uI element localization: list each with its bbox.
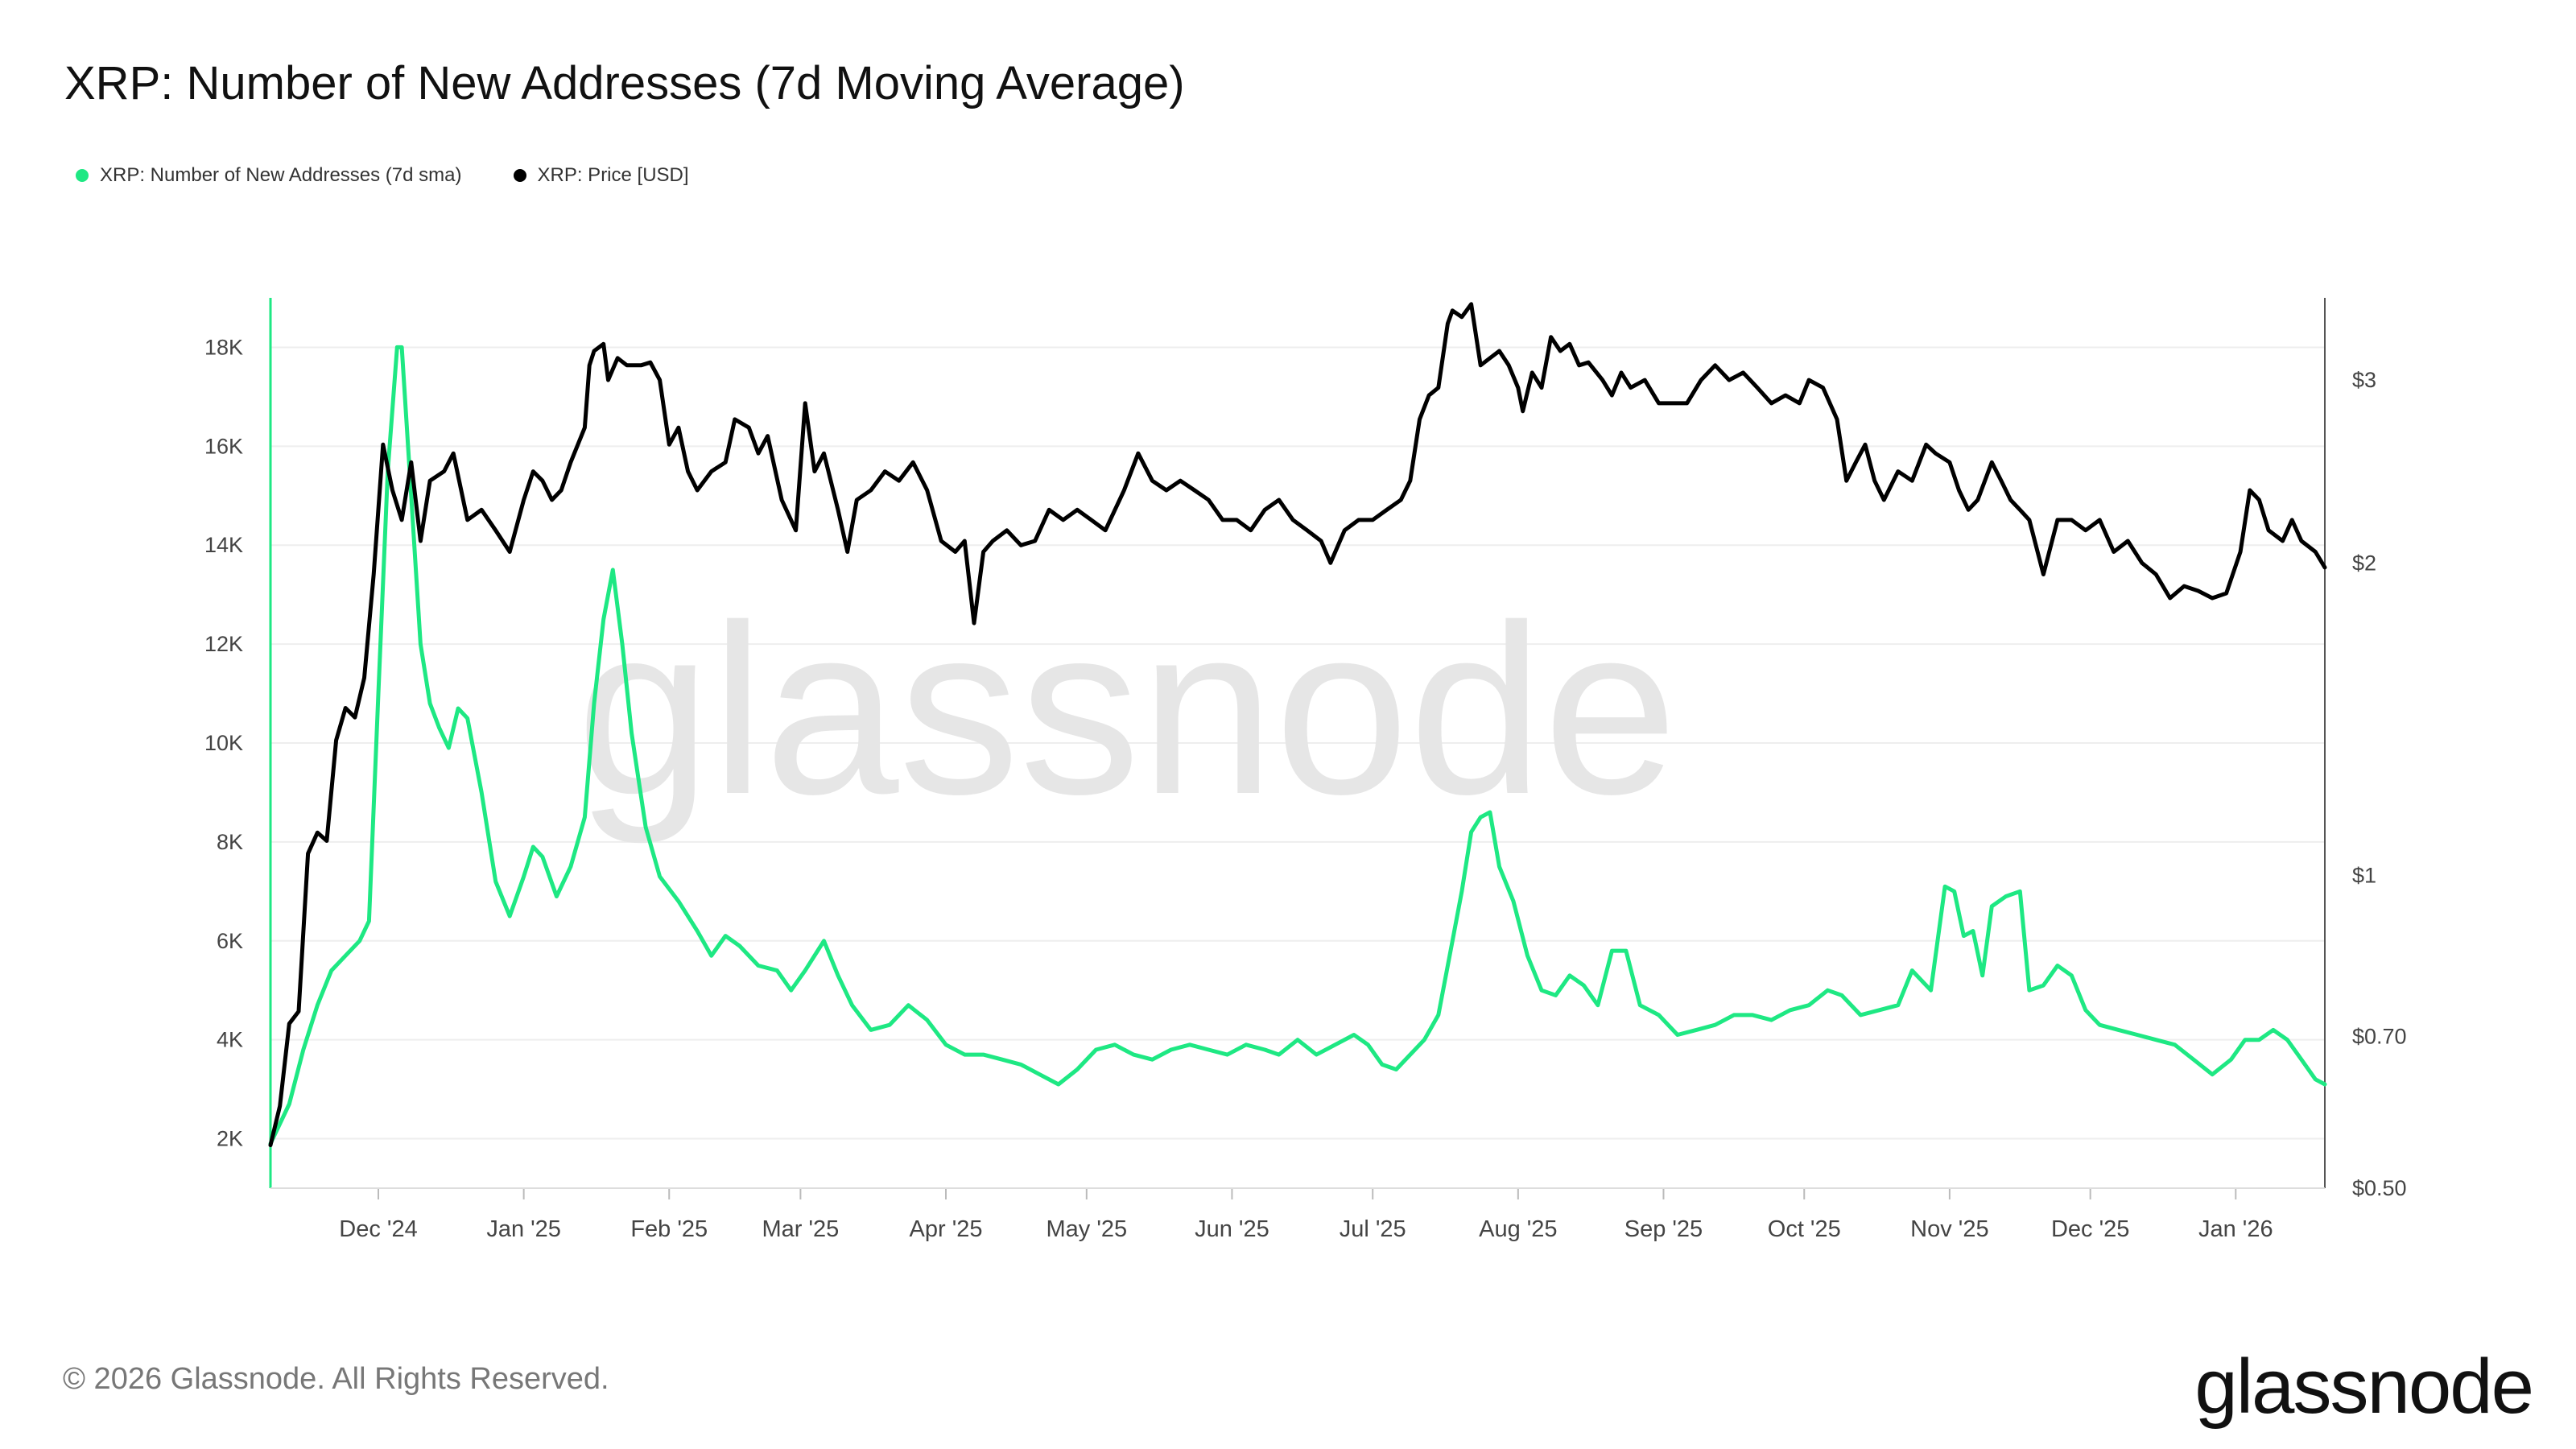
y-left-tick-label: 16K: [204, 434, 243, 458]
chart-title: XRP: Number of New Addresses (7d Moving …: [64, 57, 1185, 109]
x-tick-label: Jun '25: [1195, 1216, 1269, 1242]
y-right-tick-label: $0.50: [2352, 1176, 2407, 1200]
glassnode-logo[interactable]: glassnode: [2194, 1344, 2534, 1430]
y-left-tick-label: 4K: [217, 1028, 243, 1052]
series-line-new-addresses[interactable]: [268, 345, 2327, 1146]
series-line-price[interactable]: [268, 302, 2327, 1148]
y-left-tick-label: 12K: [204, 632, 243, 656]
legend-item-addresses[interactable]: XRP: Number of New Addresses (7d sma): [76, 164, 462, 187]
legend-item-price[interactable]: XRP: Price [USD]: [513, 164, 689, 187]
x-tick-label: Sep '25: [1624, 1216, 1703, 1242]
y-right-tick-label: $1: [2352, 864, 2376, 888]
x-tick-label: Mar '25: [762, 1216, 839, 1242]
x-tick-label: Apr '25: [910, 1216, 983, 1242]
y-right-tick-label: $2: [2352, 551, 2376, 575]
y-left-tick-label: 2K: [217, 1127, 243, 1151]
y-left-tick-label: 18K: [204, 335, 243, 359]
x-tick-label: May '25: [1046, 1216, 1127, 1242]
watermark: glassnode: [576, 574, 1678, 846]
y-left-tick-label: 14K: [204, 533, 243, 557]
x-tick-label: Dec '25: [2051, 1216, 2129, 1242]
x-tick-label: Feb '25: [630, 1216, 708, 1242]
y-left-tick-label: 6K: [217, 929, 243, 953]
x-tick-label: Dec '24: [339, 1216, 417, 1242]
legend-label-price: XRP: Price [USD]: [537, 164, 689, 186]
x-tick-label: Jan '25: [486, 1216, 561, 1242]
tick-labels: 2K 4K 6K 8K 10K 12K 14K 16K 18K $0.50 $0.70 $1 $2 $3 D…: [204, 335, 2407, 1242]
y-left-tick-label: 8K: [217, 830, 243, 854]
y-left-tick-label: 10K: [204, 731, 243, 755]
legend-marker-price: [513, 169, 526, 182]
copyright-footer: © 2026 Glassnode. All Rights Reserved.: [63, 1362, 609, 1396]
axes: [269, 298, 2326, 1199]
x-tick-label: Aug '25: [1479, 1216, 1557, 1242]
legend: XRP: Number of New Addresses (7d sma) XR…: [76, 164, 689, 187]
series-lines: [268, 302, 2327, 1148]
x-tick-label: Nov '25: [1910, 1216, 1988, 1242]
x-tick-label: Oct '25: [1768, 1216, 1841, 1242]
y-right-tick-label: $0.70: [2352, 1024, 2407, 1048]
legend-label-addresses: XRP: Number of New Addresses (7d sma): [100, 164, 462, 186]
x-tick-label: Jan '26: [2198, 1216, 2273, 1242]
x-tick-label: Jul '25: [1340, 1216, 1406, 1242]
legend-marker-addresses: [76, 169, 89, 182]
y-right-tick-label: $3: [2352, 368, 2376, 392]
